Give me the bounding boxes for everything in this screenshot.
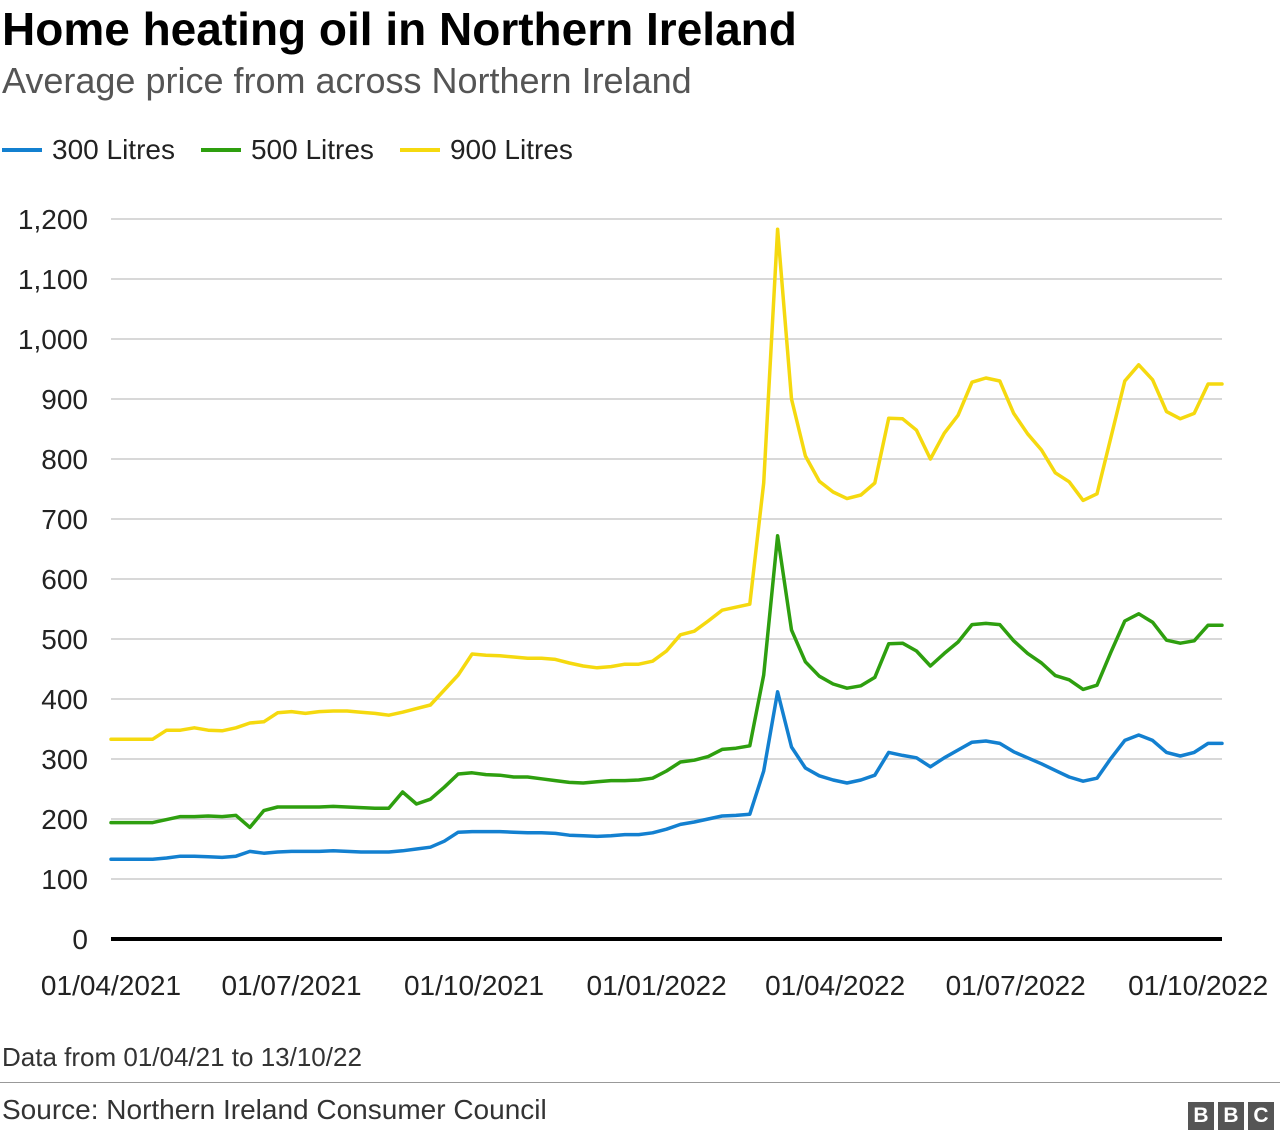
legend-item-900-litres: 900 Litres (399, 134, 573, 166)
legend-label-500-litres: 500 Litres (250, 134, 374, 165)
y-tick-label: 500 (41, 624, 88, 655)
series-line-900-litres (109, 227, 1224, 741)
legend-item-500-litres: 500 Litres (200, 134, 374, 166)
y-tick-label: 900 (41, 384, 88, 415)
source-text: Source: Northern Ireland Consumer Counci… (2, 1094, 547, 1125)
y-tick-label: 1,200 (18, 204, 88, 235)
legend-label-300-litres: 300 Litres (52, 134, 175, 165)
x-tick-label: 01/07/2021 (221, 970, 361, 1001)
bbc-logo: B B C (1188, 1102, 1274, 1130)
legend-swatch-300-litres (2, 148, 42, 152)
y-tick-label: 600 (41, 564, 88, 595)
bbc-logo-letter: B (1188, 1102, 1214, 1130)
y-tick-label: 800 (41, 444, 88, 475)
y-tick-label: 1,100 (18, 264, 88, 295)
x-tick-label: 01/01/2022 (587, 970, 727, 1001)
y-tick-label: 700 (41, 504, 88, 535)
y-axis-ticks: 0 100 200 300 400 500 600 700 800 900 1,000 1,100 1,… (18, 204, 88, 955)
x-tick-label: 01/07/2022 (946, 970, 1086, 1001)
legend-label-900-litres: 900 Litres (449, 134, 573, 165)
series-line-500-litres (109, 534, 1224, 830)
line-chart: 0 100 200 300 400 500 600 700 800 900 1,000 1,100 1,… (18, 204, 1268, 1001)
y-tick-label: 1,000 (18, 324, 88, 355)
x-tick-label: 01/10/2022 (1128, 970, 1268, 1001)
x-tick-label: 01/04/2021 (41, 970, 181, 1001)
chart-title: Home heating oil in Northern Ireland (2, 3, 797, 55)
x-tick-label: 01/04/2022 (765, 970, 905, 1001)
y-tick-label: 300 (41, 744, 88, 775)
x-axis-ticks: 01/04/2021 01/07/2021 01/10/2021 01/01/2022… (41, 970, 1268, 1001)
legend-swatch-500-litres (200, 148, 241, 152)
y-tick-label: 200 (41, 804, 88, 835)
bbc-logo-letter: C (1248, 1102, 1274, 1130)
legend-swatch-900-litres (399, 148, 440, 152)
y-tick-label: 100 (41, 864, 88, 895)
series-line-300-litres (109, 690, 1224, 861)
bbc-logo-letter: B (1218, 1102, 1244, 1130)
footer-divider (0, 1082, 1280, 1083)
date-range-note: Data from 01/04/21 to 13/10/22 (2, 1042, 362, 1072)
chart-subtitle: Average price from across Northern Irela… (2, 60, 692, 101)
gridlines (111, 218, 1222, 880)
x-tick-label: 01/10/2021 (404, 970, 544, 1001)
y-tick-label: 400 (41, 684, 88, 715)
series-lines (109, 227, 1224, 861)
chart-legend: 300 Litres 500 Litres 900 Litres (2, 134, 573, 166)
y-tick-label: 0 (72, 924, 88, 955)
legend-item-300-litres: 300 Litres (2, 134, 175, 166)
